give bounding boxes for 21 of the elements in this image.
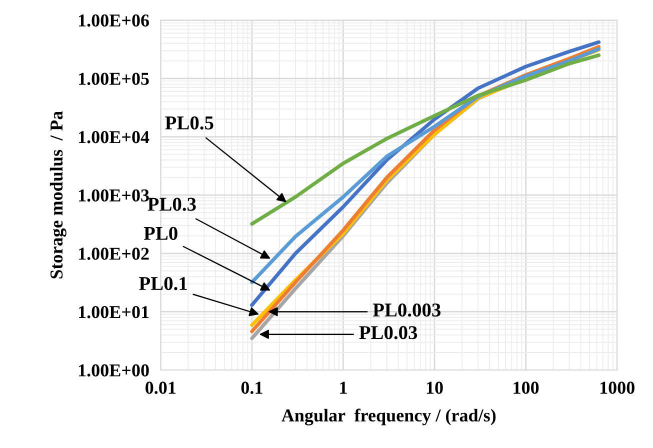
annotation: PL0.3 bbox=[148, 198, 196, 211]
y-tick-label: 1.00E+05 bbox=[78, 72, 149, 85]
y-tick-label: 1.00E+04 bbox=[78, 131, 150, 144]
x-tick-label: 10 bbox=[426, 382, 443, 394]
x-axis-title: Angular frequency / (rad/s) bbox=[282, 408, 496, 426]
y-tick-label: 1.00E+06 bbox=[78, 14, 149, 27]
x-tick-label: 1000 bbox=[600, 382, 634, 394]
y-tick-label: 1.00E+00 bbox=[78, 364, 149, 377]
annotation: PL0.03 bbox=[359, 326, 418, 340]
y-tick-label: 1.00E+01 bbox=[78, 306, 149, 318]
x-tick-label: 100 bbox=[514, 382, 539, 394]
x-tick-label: 1 bbox=[340, 382, 347, 394]
y-tick-label: 1.00E+02 bbox=[78, 248, 149, 260]
x-tick-label: 0.1 bbox=[241, 382, 262, 394]
annotation: PL0.1 bbox=[139, 276, 187, 290]
x-tick-label: 0.01 bbox=[146, 382, 176, 394]
annotation: PL0 bbox=[144, 226, 178, 240]
y-axis-title: Storage modulus / Pa bbox=[50, 111, 66, 278]
y-tick-label: 1.00E+03 bbox=[78, 189, 149, 202]
annotation: PL0.003 bbox=[372, 303, 441, 317]
annotation: PL0.5 bbox=[165, 116, 214, 130]
